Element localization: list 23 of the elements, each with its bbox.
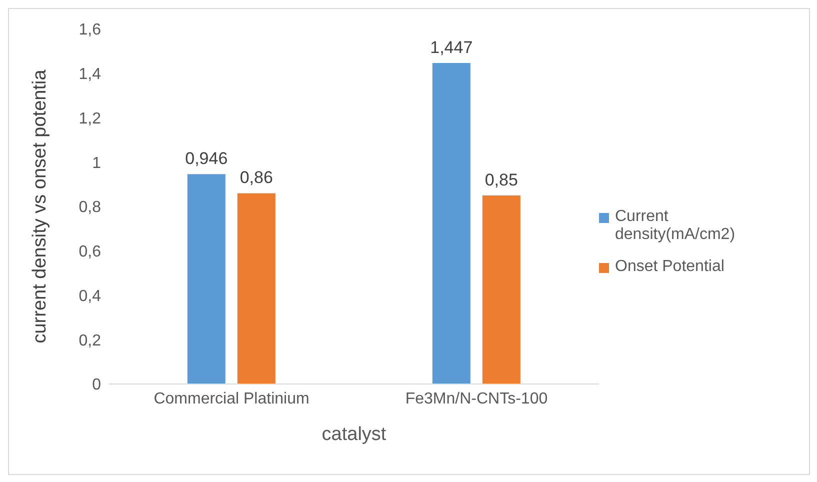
bar	[187, 174, 226, 384]
data-label: 0,946	[185, 149, 228, 168]
legend-label: Onset Potential	[615, 258, 724, 276]
data-label: 0,85	[484, 170, 518, 190]
data-label: 1,447	[430, 38, 473, 57]
x-axis-title: catalyst	[322, 424, 387, 445]
y-tick-label: 0,6	[78, 244, 102, 261]
y-tick-label: 1,2	[78, 110, 102, 128]
y-tick-label: 1	[92, 154, 102, 172]
bar	[482, 195, 520, 384]
bar	[432, 62, 470, 384]
legend-label: Current density(mA/cm2)	[615, 208, 736, 244]
y-tick-label: 0	[92, 376, 102, 394]
x-tick-label: Commercial Platinium	[154, 390, 310, 408]
bar	[237, 193, 276, 384]
y-tick-label: 1,4	[78, 66, 102, 84]
y-tick-label: 1,6	[78, 22, 102, 39]
data-label: 0,86	[240, 168, 273, 188]
y-tick-label: 0,2	[78, 332, 102, 350]
y-tick-label: 0,4	[78, 288, 102, 305]
y-axis-title: current density vs onset potentia	[30, 69, 51, 344]
y-tick-label: 0,8	[78, 199, 102, 216]
x-tick-label: Fe3Mn/N-CNTs-100	[405, 390, 548, 408]
